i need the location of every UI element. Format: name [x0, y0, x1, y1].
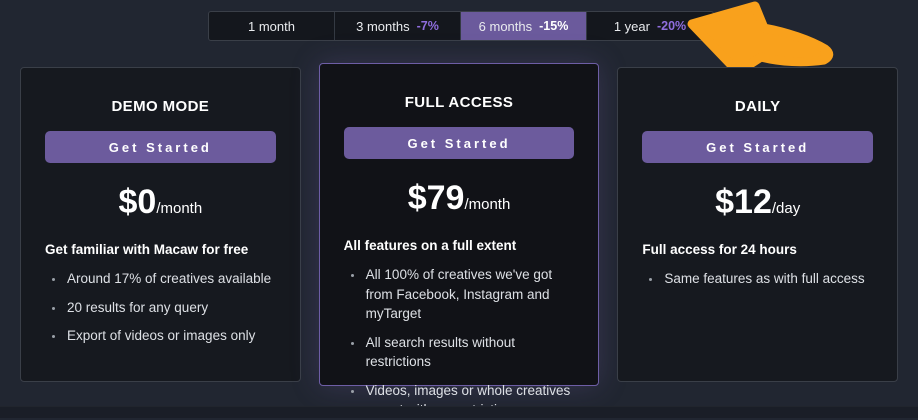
get-started-button[interactable]: Get Started — [45, 131, 276, 163]
feature-item: All search results without restrictions — [364, 333, 575, 372]
pricing-card-demo-mode: DEMO MODE Get Started $0/month Get famil… — [20, 67, 301, 382]
feature-item: 20 results for any query — [65, 298, 276, 318]
pricing-card-daily: DAILY Get Started $12/day Full access fo… — [617, 67, 899, 382]
get-started-button[interactable]: Get Started — [343, 127, 575, 159]
feature-list: Same features as with full access — [642, 269, 873, 289]
feature-list: Around 17% of creatives available 20 res… — [45, 269, 276, 346]
tab-label: 3 months — [356, 18, 410, 34]
feature-item: All 100% of creatives we've got from Fac… — [364, 265, 575, 324]
tab-label: 6 months — [478, 18, 533, 34]
feature-item: Around 17% of creatives available — [65, 269, 276, 289]
tab-1-month[interactable]: 1 month — [209, 12, 335, 40]
tab-6-months[interactable]: 6 months -15% — [461, 12, 587, 40]
plan-title: DAILY — [734, 98, 781, 115]
price-amount: $12 — [715, 183, 772, 221]
plan-subtitle: Full access for 24 hours — [642, 242, 797, 257]
price: $0/month — [45, 183, 276, 222]
feature-item: Export of videos or images only — [65, 326, 276, 346]
billing-period-selector: 1 month 3 months -7% 6 months -15% 1 yea… — [208, 11, 714, 41]
plan-subtitle: All features on a full extent — [343, 238, 517, 253]
plan-subtitle: Get familiar with Macaw for free — [45, 242, 249, 257]
tab-discount-badge: -7% — [416, 19, 439, 33]
get-started-button[interactable]: Get Started — [642, 131, 874, 163]
tab-3-months[interactable]: 3 months -7% — [335, 12, 461, 40]
price-period: /day — [771, 200, 801, 217]
tab-1-year[interactable]: 1 year -20% — [587, 12, 713, 40]
price-period: /month — [156, 200, 203, 217]
feature-list: All 100% of creatives we've got from Fac… — [344, 265, 575, 420]
bottom-section-edge — [0, 406, 918, 418]
tab-label: 1 month — [248, 18, 295, 34]
pricing-card-full-access: FULL ACCESS Get Started $79/month All fe… — [318, 63, 600, 417]
plan-title: FULL ACCESS — [404, 94, 514, 111]
price: $12/day — [642, 183, 873, 222]
price-amount: $79 — [407, 179, 465, 217]
tab-label: 1 year — [613, 18, 650, 34]
pricing-cards-row: DEMO MODE Get Started $0/month Get famil… — [20, 63, 899, 417]
feature-item: Same features as with full access — [662, 269, 873, 289]
price-amount: $0 — [118, 183, 157, 221]
tab-discount-badge: -20% — [656, 19, 687, 33]
plan-title: DEMO MODE — [111, 98, 210, 115]
price: $79/month — [344, 179, 575, 218]
price-period: /month — [464, 196, 511, 213]
tab-discount-badge: -15% — [539, 19, 569, 33]
